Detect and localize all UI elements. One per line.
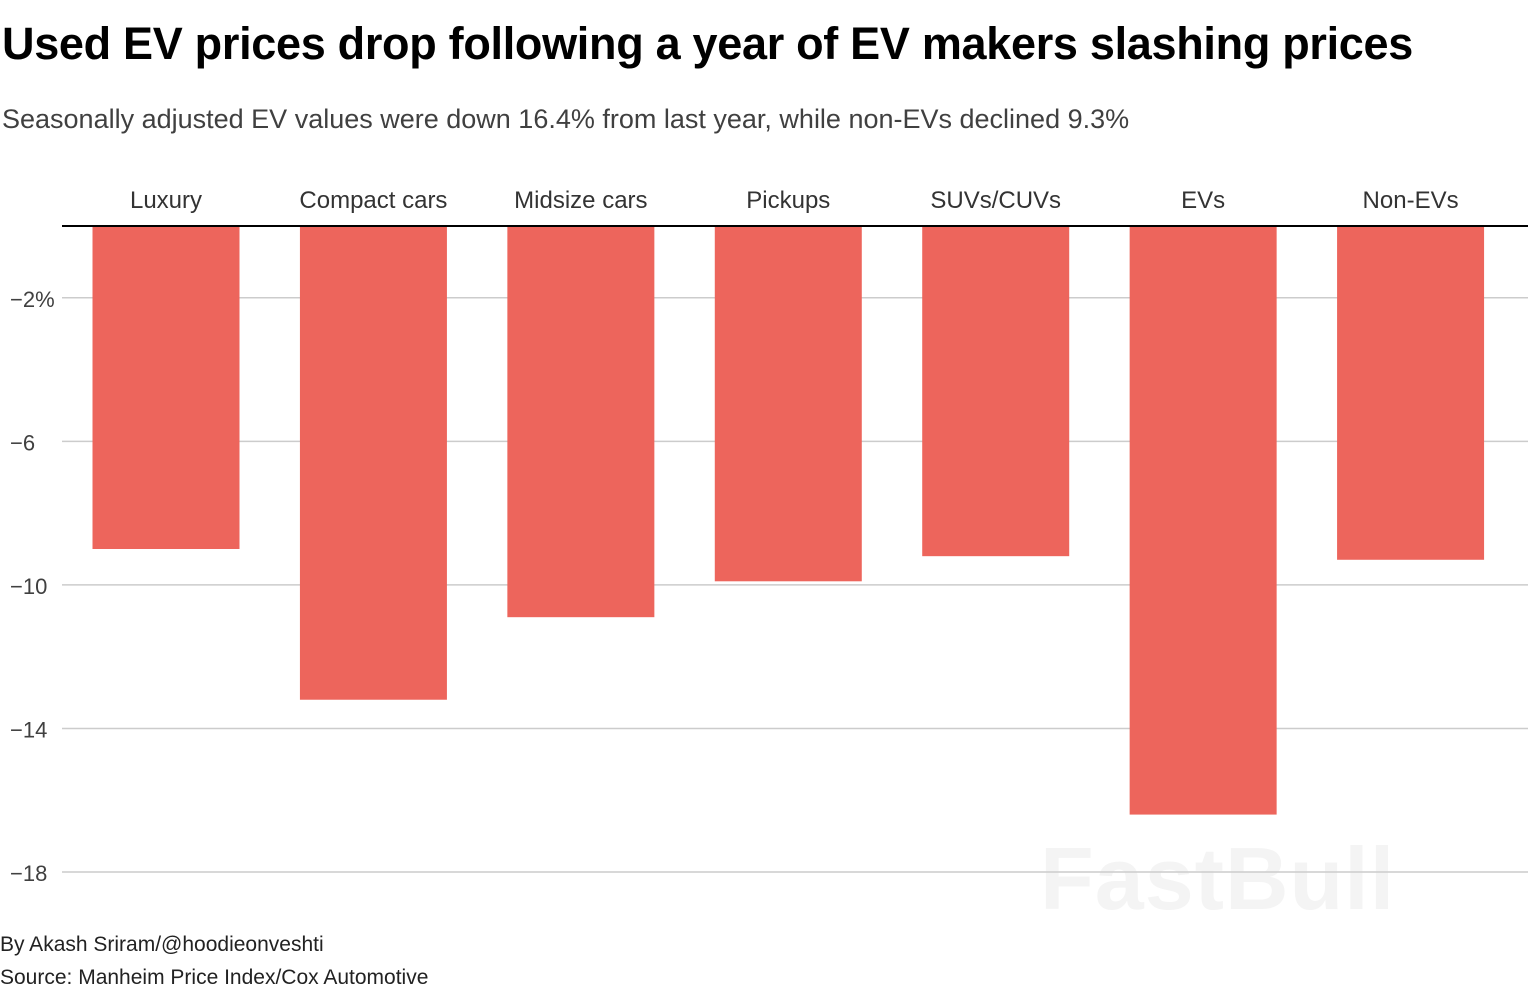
category-label: Non-EVs — [1363, 187, 1459, 214]
category-label: Pickups — [746, 187, 830, 214]
y-tick-label: −2% — [10, 287, 55, 312]
byline: By Akash Sriram/@hoodieonveshti — [0, 933, 324, 956]
chart-title: Used EV prices drop following a year of … — [2, 18, 1413, 69]
bar — [1337, 226, 1485, 560]
category-label: Luxury — [130, 187, 202, 214]
watermark: FastBull — [1040, 829, 1396, 928]
bar — [299, 226, 447, 700]
chart-subtitle: Seasonally adjusted EV values were down … — [2, 104, 1130, 134]
source-note: Source: Manheim Price Index/Cox Automoti… — [0, 966, 429, 989]
category-label: EVs — [1181, 187, 1225, 214]
category-label: SUVs/CUVs — [930, 187, 1061, 214]
y-tick-label: −18 — [10, 861, 47, 886]
bar — [1129, 226, 1277, 815]
bar — [922, 226, 1070, 557]
bar — [507, 226, 655, 618]
y-tick-label: −14 — [10, 717, 47, 742]
bar — [92, 226, 240, 549]
y-tick-label: −10 — [10, 574, 47, 599]
y-tick-label: −6 — [10, 430, 35, 455]
category-label: Compact cars — [299, 187, 447, 214]
category-label: Midsize cars — [514, 187, 647, 214]
bar — [714, 226, 862, 582]
